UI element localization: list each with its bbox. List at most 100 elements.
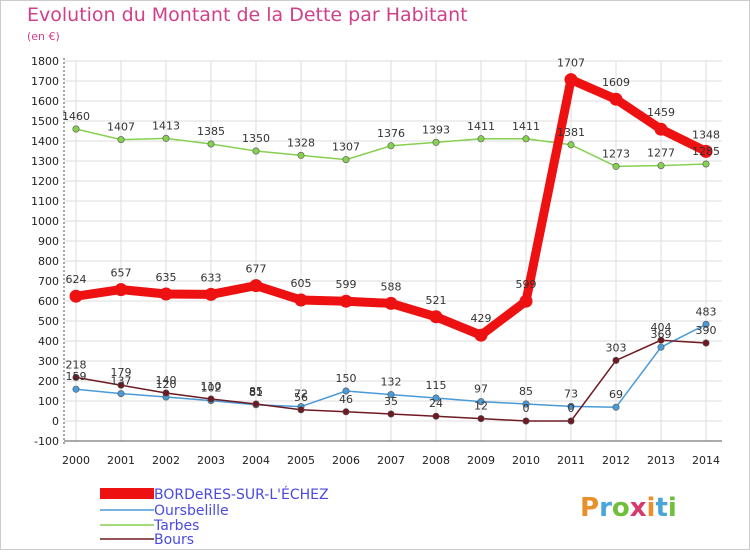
data-label: 1459	[647, 106, 675, 119]
x-tick-label: 2005	[287, 454, 315, 467]
data-label: 150	[336, 372, 357, 385]
data-point	[72, 385, 80, 393]
data-point	[657, 343, 665, 351]
x-tick-label: 2002	[152, 454, 180, 467]
data-point	[207, 140, 215, 148]
y-tick-label: 300	[38, 355, 59, 368]
data-label: 599	[336, 278, 357, 291]
data-label: 483	[696, 305, 717, 318]
chart-subtitle: (en €)	[27, 30, 60, 43]
x-tick-label: 2000	[62, 454, 90, 467]
data-point	[477, 398, 485, 406]
data-label: 1411	[512, 120, 540, 133]
data-label: 633	[201, 271, 222, 284]
data-label: 85	[519, 385, 533, 398]
data-point	[477, 135, 485, 143]
data-point	[567, 141, 575, 149]
y-tick-label: 1300	[31, 155, 59, 168]
data-point	[699, 144, 713, 158]
logo-letter: i	[647, 493, 656, 523]
data-label: 1413	[152, 119, 180, 132]
data-label: 24	[429, 397, 443, 410]
data-label: 56	[294, 391, 308, 404]
data-point	[429, 310, 443, 324]
data-label: 657	[111, 267, 132, 280]
y-tick-label: 700	[38, 275, 59, 288]
data-label: 429	[471, 312, 492, 325]
logo-letter: i	[668, 493, 677, 523]
y-tick-label: 400	[38, 335, 59, 348]
data-label: 635	[156, 271, 177, 284]
y-tick-label: 1400	[31, 135, 59, 148]
data-point	[252, 400, 260, 408]
data-point	[249, 279, 263, 293]
data-point	[384, 296, 398, 310]
y-tick-label: 1200	[31, 175, 59, 188]
data-point	[567, 402, 575, 410]
data-label: 12	[474, 400, 488, 413]
legend-item: Bours	[100, 532, 194, 548]
x-tick-label: 2009	[467, 454, 495, 467]
data-point	[432, 412, 440, 420]
data-label: 137	[111, 375, 132, 388]
y-tick-label: 800	[38, 255, 59, 268]
chart-title: Evolution du Montant de la Dette par Hab…	[27, 4, 468, 26]
data-label: 140	[156, 374, 177, 387]
data-point	[72, 373, 80, 381]
data-point	[252, 147, 260, 155]
data-label: 369	[651, 328, 672, 341]
y-tick-label: 1600	[31, 95, 59, 108]
data-label: 46	[339, 393, 353, 406]
logo-letter: o	[612, 493, 630, 523]
data-label: 1307	[332, 141, 360, 154]
data-label: 1328	[287, 136, 315, 149]
x-tick-label: 2010	[512, 454, 540, 467]
y-tick-label: 500	[38, 315, 59, 328]
data-point	[522, 400, 530, 408]
y-tick-label: -100	[34, 435, 59, 448]
data-label: 0	[523, 402, 530, 415]
data-label: 73	[564, 387, 578, 400]
x-tick-label: 2013	[647, 454, 675, 467]
y-tick-label: 1100	[31, 195, 59, 208]
data-label: 1411	[467, 120, 495, 133]
axes: -100010020030040050060070080090010001100…	[31, 55, 722, 467]
data-point	[702, 320, 710, 328]
data-point	[654, 122, 668, 136]
y-tick-label: 200	[38, 375, 59, 388]
data-label: 599	[516, 278, 537, 291]
data-label: 85	[249, 385, 263, 398]
series-3	[72, 336, 710, 425]
legend-swatch	[100, 488, 154, 499]
data-label: 1350	[242, 132, 270, 145]
data-label: 1376	[377, 127, 405, 140]
x-tick-label: 2011	[557, 454, 585, 467]
series-layer	[69, 73, 713, 425]
data-label: 120	[156, 378, 177, 391]
data-label: 179	[111, 366, 132, 379]
y-tick-label: 600	[38, 295, 59, 308]
data-label: 110	[201, 380, 222, 393]
series-0	[69, 73, 713, 342]
data-label: 390	[696, 324, 717, 337]
logo-letter: x	[630, 493, 647, 523]
data-point	[432, 138, 440, 146]
data-label: 102	[201, 382, 222, 395]
data-point	[522, 135, 530, 143]
data-point	[162, 134, 170, 142]
data-point	[72, 125, 80, 133]
grid	[64, 60, 722, 442]
data-point	[567, 417, 575, 425]
series-2	[72, 125, 710, 170]
data-label: 624	[66, 273, 87, 286]
data-point	[117, 136, 125, 144]
data-point	[387, 142, 395, 150]
data-label: 521	[426, 294, 447, 307]
data-label: 588	[381, 280, 402, 293]
data-label: 1385	[197, 125, 225, 138]
data-label: 1460	[62, 110, 90, 123]
data-point	[207, 395, 215, 403]
data-label: 0	[568, 402, 575, 415]
x-tick-label: 2006	[332, 454, 360, 467]
data-label: 35	[384, 395, 398, 408]
